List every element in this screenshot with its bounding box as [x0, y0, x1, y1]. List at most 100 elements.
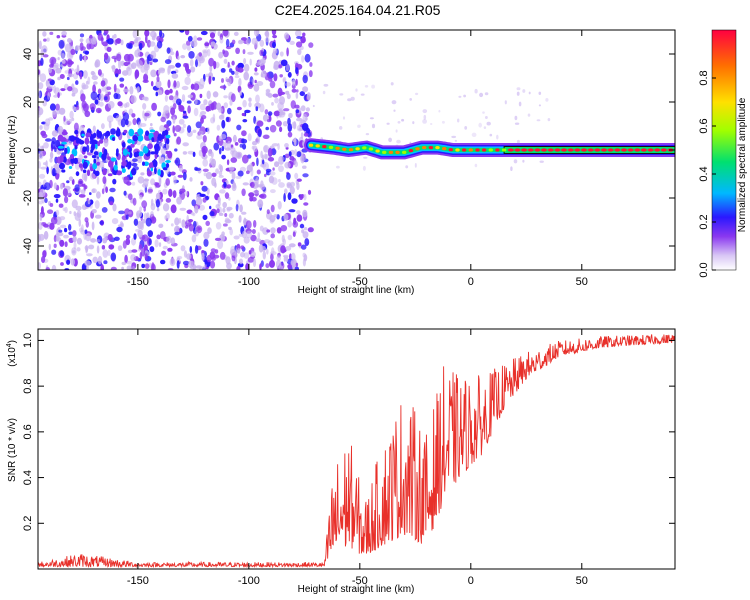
- noise-cluster-blob: [83, 155, 88, 159]
- noise-blob: [68, 223, 72, 231]
- noise-blob: [287, 192, 292, 201]
- noise-blob: [57, 125, 64, 135]
- faint-blob: [485, 116, 488, 119]
- noise-blob: [151, 102, 158, 111]
- noise-blob: [162, 111, 166, 116]
- noise-blob: [84, 51, 89, 55]
- noise-blob: [66, 259, 71, 265]
- noise-blob: [273, 214, 278, 218]
- noise-blob: [241, 37, 247, 41]
- noise-blob: [252, 145, 258, 153]
- faint-blob: [430, 123, 433, 125]
- noise-blob: [222, 30, 229, 37]
- signal-hotspot: [322, 145, 327, 149]
- snr-marks: [38, 334, 675, 569]
- noise-blob: [136, 86, 140, 94]
- noise-blob: [39, 73, 47, 83]
- noise-blob: [179, 105, 185, 112]
- noise-blob: [194, 245, 199, 254]
- signal-hotspot: [442, 147, 447, 151]
- noise-blob: [231, 70, 235, 75]
- noise-blob: [303, 193, 307, 201]
- signal-hotspot: [328, 145, 334, 149]
- faint-blob: [513, 159, 518, 164]
- noise-blob: [58, 107, 66, 115]
- noise-blob: [220, 68, 226, 73]
- noise-blob: [109, 187, 116, 193]
- noise-blob: [165, 178, 170, 186]
- noise-blob: [79, 42, 84, 52]
- noise-blob: [305, 107, 310, 112]
- signal-hotspot: [614, 148, 621, 152]
- noise-blob: [286, 47, 289, 57]
- faint-blob: [397, 121, 401, 124]
- noise-cluster-blob: [113, 164, 118, 171]
- noise-blob: [172, 116, 176, 124]
- noise-blob: [131, 181, 136, 186]
- noise-blob: [219, 189, 226, 194]
- noise-blob: [255, 106, 259, 112]
- noise-blob: [164, 89, 170, 96]
- noise-blob: [156, 234, 161, 240]
- noise-blob: [131, 113, 136, 118]
- faint-blob: [538, 91, 542, 96]
- noise-blob: [278, 91, 286, 96]
- noise-blob: [248, 250, 252, 255]
- noise-blob: [196, 37, 203, 41]
- noise-blob: [284, 153, 290, 159]
- noise-blob: [223, 95, 228, 99]
- spectrogram-x-tick-label: -100: [238, 276, 260, 288]
- noise-blob: [107, 91, 111, 96]
- noise-cluster-blob: [142, 146, 149, 154]
- faint-blob: [336, 165, 340, 169]
- noise-blob: [152, 58, 159, 63]
- noise-blob: [113, 92, 119, 100]
- noise-cluster-blob: [75, 171, 80, 177]
- noise-blob: [132, 197, 137, 206]
- colorbar: 0.0 0.2 0.4 0.6 0.8 Normalized spectral ampl…: [698, 29, 748, 278]
- noise-blob: [71, 178, 75, 185]
- noise-blob: [178, 165, 183, 172]
- noise-blob: [273, 60, 280, 70]
- noise-blob: [86, 144, 90, 153]
- noise-blob: [131, 265, 136, 270]
- noise-blob: [38, 152, 44, 160]
- noise-blob: [218, 51, 224, 59]
- noise-blob: [296, 117, 303, 122]
- spectrogram-x-tick-label: 50: [576, 276, 588, 288]
- noise-blob: [226, 206, 233, 211]
- noise-blob: [186, 45, 191, 51]
- noise-blob: [38, 200, 43, 205]
- colorbar-tick-label: 0.4: [698, 166, 710, 181]
- noise-blob: [89, 172, 96, 180]
- noise-blob: [128, 193, 133, 200]
- signal-hotspot: [640, 148, 647, 152]
- signal-hotspot: [647, 148, 654, 152]
- spectrogram-x-axis-label: Height of straight line (km): [298, 285, 415, 296]
- noise-blob: [255, 238, 262, 242]
- noise-cluster-blob: [89, 133, 94, 142]
- noise-blob: [76, 247, 81, 252]
- noise-blob: [68, 59, 72, 65]
- noise-cluster-blob: [152, 159, 158, 168]
- noise-blob: [67, 38, 72, 43]
- snr-y-tick-label: 0.4: [22, 470, 34, 485]
- noise-blob: [205, 220, 210, 226]
- noise-blob: [173, 133, 177, 137]
- noise-blob: [115, 73, 119, 78]
- noise-cluster-blob: [137, 134, 144, 142]
- signal-hotspot: [521, 148, 528, 152]
- faint-blob: [474, 163, 478, 168]
- noise-blob: [296, 214, 303, 222]
- faint-blob: [386, 122, 390, 125]
- signal-hotspot: [308, 143, 314, 147]
- signal-hotspot: [402, 150, 407, 154]
- noise-blob: [186, 40, 191, 46]
- noise-blob: [63, 234, 69, 239]
- noise-blob: [122, 70, 129, 76]
- noise-blob: [182, 142, 189, 147]
- spectrogram-y-tick-label: 40: [22, 48, 34, 60]
- noise-blob: [76, 64, 80, 74]
- noise-blob: [306, 92, 311, 101]
- noise-cluster-blob: [154, 148, 159, 155]
